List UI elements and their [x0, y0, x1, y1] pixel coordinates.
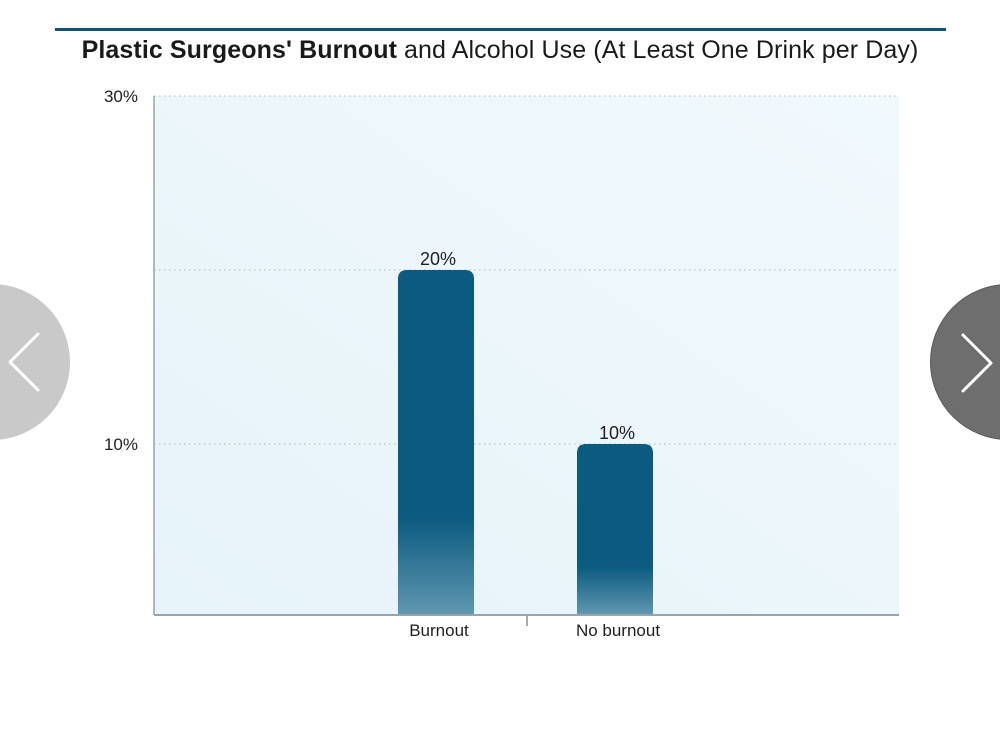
previous-slide-button[interactable]: [0, 284, 70, 440]
title-rule: [55, 28, 946, 31]
x-tick-label: Burnout: [409, 621, 469, 640]
chart-title: Plastic Surgeons' Burnout and Alcohol Us…: [0, 36, 1000, 65]
bar-value-label: 10%: [599, 423, 635, 443]
chevron-right-icon: [961, 333, 993, 393]
y-tick-label: 30%: [104, 87, 138, 106]
plot-area: [154, 96, 899, 615]
chevron-left-icon: [8, 332, 40, 392]
bar-no-burnout: [577, 444, 653, 614]
chart-title-regular: and Alcohol Use (At Least One Drink per …: [397, 36, 919, 64]
x-tick-label: No burnout: [576, 621, 660, 640]
next-slide-button[interactable]: [930, 284, 1000, 440]
bar-value-label: 20%: [420, 249, 456, 269]
chart-title-bold: Plastic Surgeons' Burnout: [81, 36, 397, 64]
bar-burnout: [398, 270, 474, 614]
y-tick-label: 10%: [104, 435, 138, 454]
